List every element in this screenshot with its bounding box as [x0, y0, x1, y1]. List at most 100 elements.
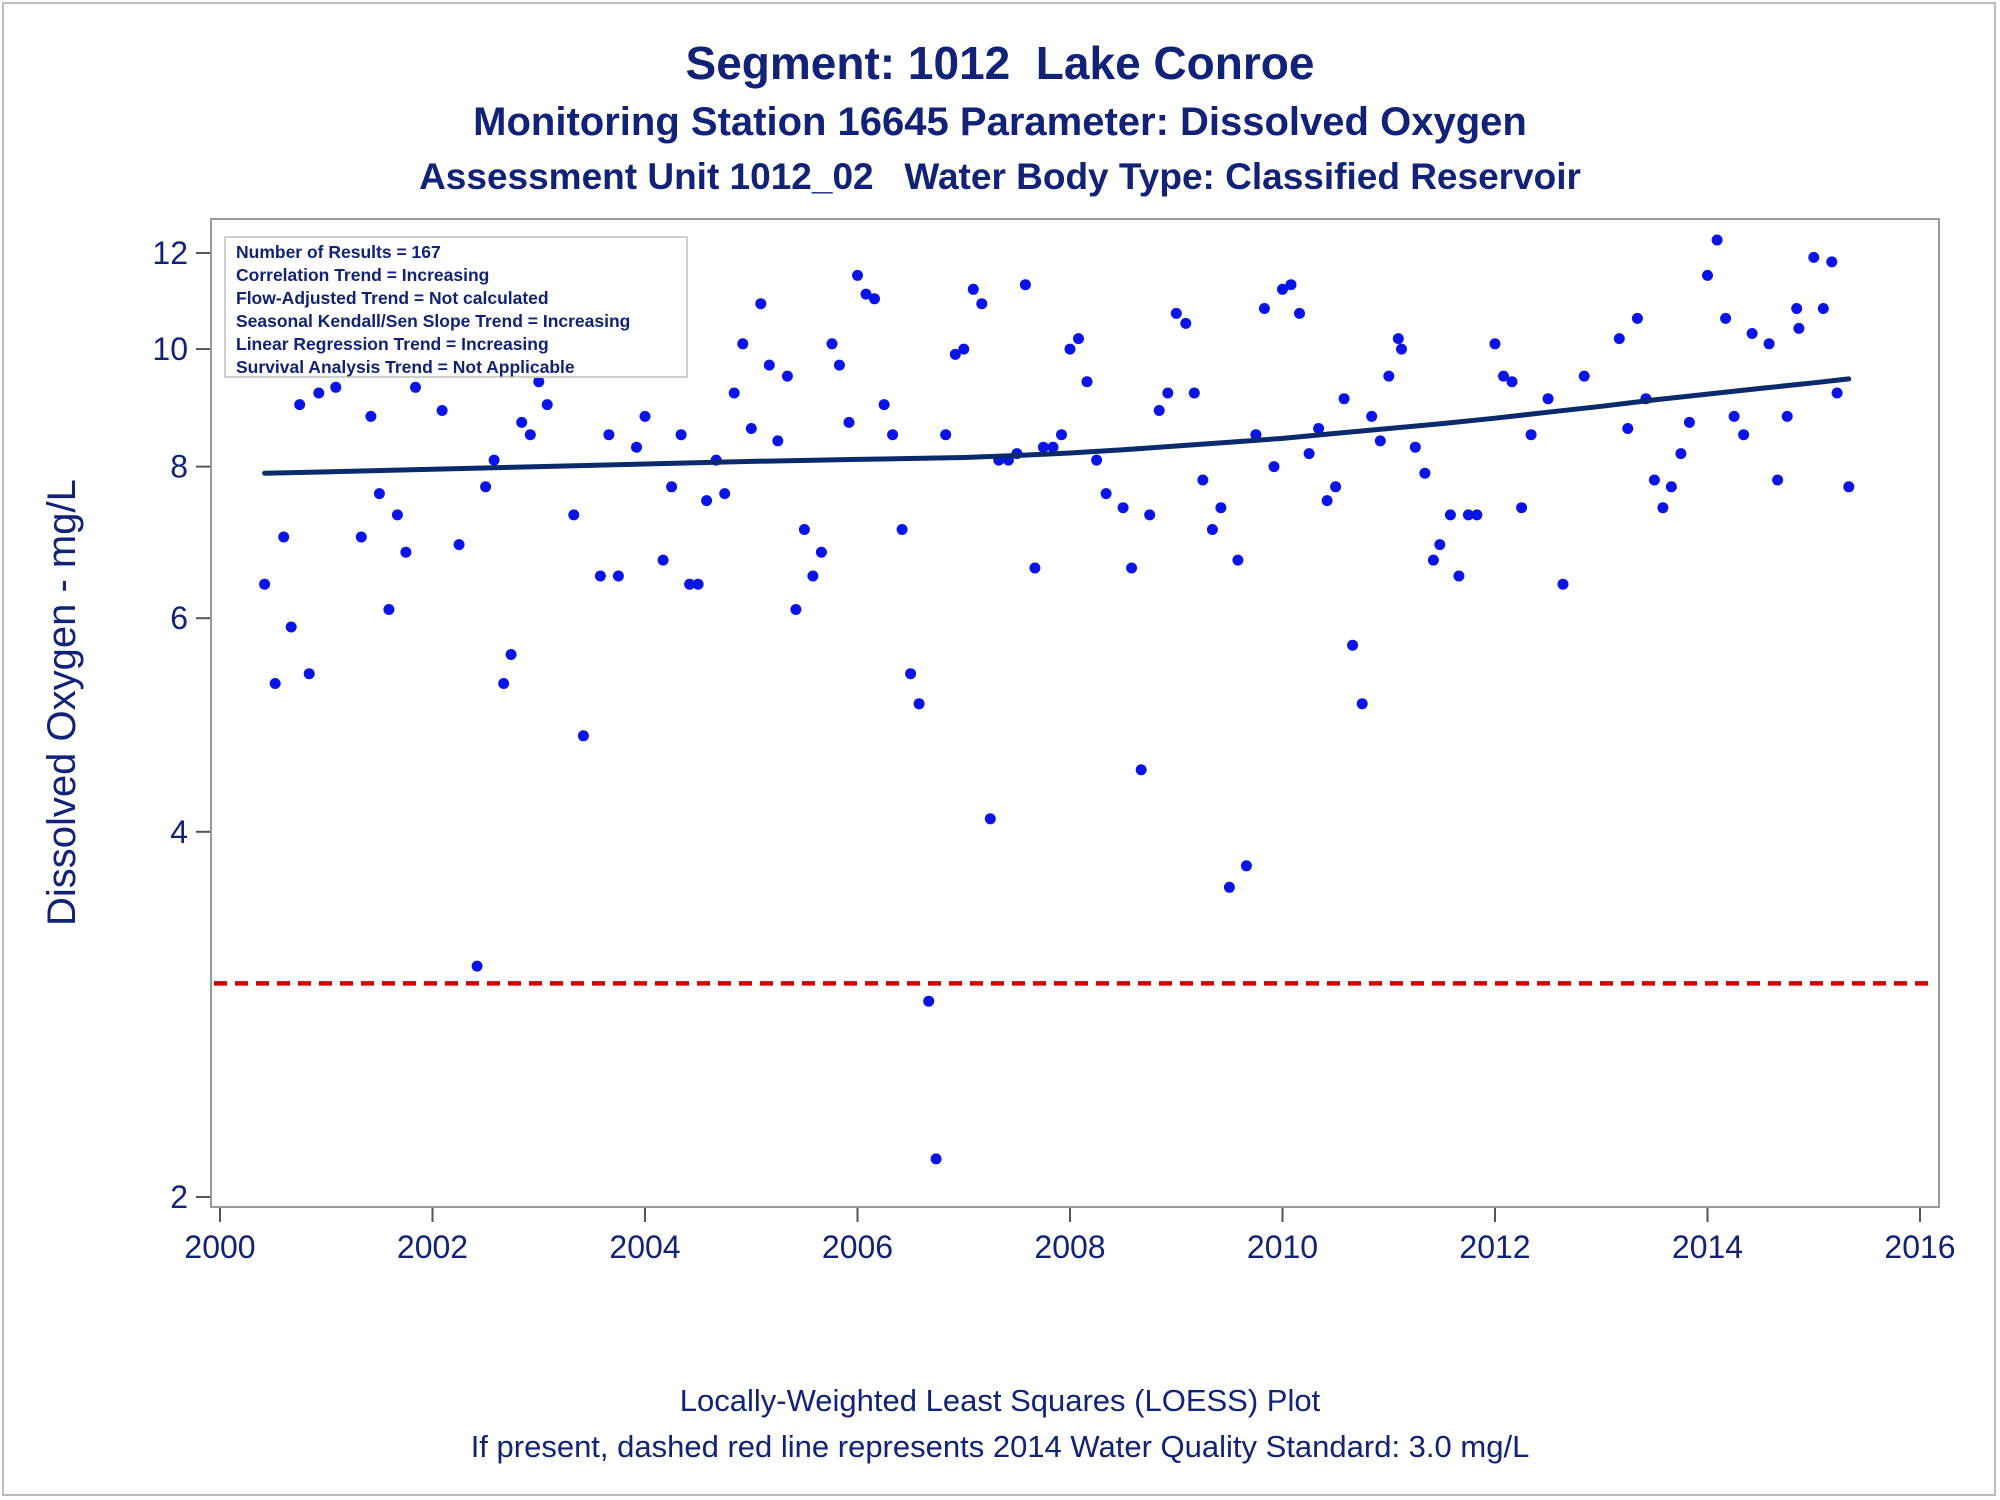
- stats-line-correlation: Correlation Trend = Increasing: [236, 265, 490, 285]
- stats-box: Number of Results = 167 Correlation Tren…: [224, 236, 688, 378]
- x-tick-label: 2000: [184, 1229, 255, 1265]
- data-point: [1781, 410, 1793, 422]
- data-point: [410, 381, 421, 393]
- data-point: [524, 429, 536, 441]
- data-point: [453, 539, 465, 551]
- data-point: [815, 546, 827, 558]
- data-point: [1232, 554, 1244, 566]
- data-point: [1793, 322, 1805, 334]
- stats-line-survival: Survival Analysis Trend = Not Applicable: [236, 357, 575, 377]
- data-point: [1100, 488, 1112, 500]
- data-point: [488, 454, 500, 466]
- data-point: [294, 399, 306, 411]
- data-point: [1471, 509, 1483, 521]
- data-point: [1162, 387, 1174, 399]
- data-point: [1037, 441, 1049, 453]
- data-point: [1444, 509, 1456, 521]
- data-point: [1047, 441, 1059, 453]
- data-point: [1347, 639, 1359, 651]
- data-point: [533, 376, 545, 388]
- data-point: [1303, 448, 1315, 460]
- data-point: [516, 416, 528, 428]
- data-point: [603, 429, 615, 441]
- data-point: [930, 1153, 942, 1165]
- data-point: [684, 578, 696, 590]
- data-point: [1144, 509, 1156, 521]
- data-point: [259, 578, 271, 590]
- stats-line-seasonal-kendall: Seasonal Kendall/Sen Slope Trend = Incre…: [236, 311, 631, 331]
- data-point: [373, 488, 385, 500]
- data-point: [1313, 423, 1325, 434]
- data-point: [896, 524, 908, 535]
- data-point: [843, 416, 855, 428]
- data-point: [1240, 860, 1252, 872]
- data-point: [1056, 429, 1067, 441]
- chart-title: Segment: 1012 Lake Conroe: [685, 37, 1315, 89]
- data-point: [1843, 481, 1855, 493]
- data-point: [781, 370, 793, 382]
- data-point: [1223, 881, 1235, 893]
- data-point: [1073, 333, 1084, 345]
- data-point: [480, 481, 492, 493]
- data-point: [1366, 410, 1378, 422]
- data-point: [269, 678, 281, 689]
- data-point: [913, 698, 925, 710]
- data-point: [719, 488, 731, 500]
- data-point: [1489, 338, 1501, 350]
- data-point: [1338, 393, 1350, 405]
- data-point: [869, 293, 880, 305]
- data-point: [541, 399, 553, 411]
- loess-trend-line: [262, 376, 1852, 476]
- data-point: [1542, 393, 1554, 405]
- data-point: [631, 441, 642, 453]
- data-point: [1153, 405, 1165, 416]
- data-point: [878, 399, 890, 411]
- data-point: [1711, 234, 1723, 246]
- data-point: [763, 359, 775, 371]
- data-point: [657, 554, 669, 566]
- data-point: [436, 405, 448, 416]
- data-point: [1613, 333, 1625, 345]
- data-point: [826, 338, 838, 350]
- data-point: [1648, 474, 1660, 486]
- y-tick-label: 2: [170, 1179, 188, 1215]
- data-point: [1720, 312, 1732, 324]
- data-point: [330, 381, 342, 393]
- data-point: [958, 343, 970, 355]
- x-tick-label: 2014: [1672, 1229, 1743, 1265]
- y-tick-label: 4: [170, 814, 188, 850]
- data-point: [1081, 376, 1093, 388]
- data-point: [365, 410, 377, 422]
- data-point: [1258, 303, 1270, 314]
- data-point: [391, 509, 403, 521]
- x-tick-label: 2004: [609, 1229, 680, 1265]
- data-point: [1675, 448, 1687, 460]
- data-point: [833, 359, 845, 371]
- data-point: [1277, 283, 1288, 295]
- data-point: [1135, 764, 1147, 776]
- x-tick-label: 2010: [1247, 1229, 1318, 1265]
- stats-line-flow-adjusted: Flow-Adjusted Trend = Not calculated: [236, 288, 549, 308]
- chart-subtitle-assessment: Assessment Unit 1012_02 Water Body Type:…: [419, 156, 1581, 197]
- data-point: [692, 578, 704, 590]
- data-point: [745, 423, 757, 434]
- data-point: [887, 429, 899, 441]
- data-point: [675, 429, 687, 441]
- y-axis-title: Dissolved Oxygen - mg/L: [40, 479, 84, 927]
- data-point: [505, 649, 517, 660]
- data-point: [1126, 562, 1138, 574]
- data-point: [1631, 312, 1643, 324]
- chart-subtitle-station: Monitoring Station 16645 Parameter: Diss…: [473, 100, 1527, 144]
- data-point: [1831, 387, 1843, 399]
- data-point: [666, 481, 678, 493]
- plot-area: [210, 218, 1940, 1208]
- data-point: [1728, 410, 1740, 422]
- stats-line-linear-regression: Linear Regression Trend = Increasing: [236, 334, 549, 354]
- data-point: [1772, 474, 1784, 486]
- data-point: [790, 604, 802, 615]
- x-tick-label: 2016: [1884, 1229, 1955, 1265]
- data-point: [1206, 524, 1218, 535]
- data-point: [1250, 429, 1262, 441]
- data-point: [1396, 343, 1407, 355]
